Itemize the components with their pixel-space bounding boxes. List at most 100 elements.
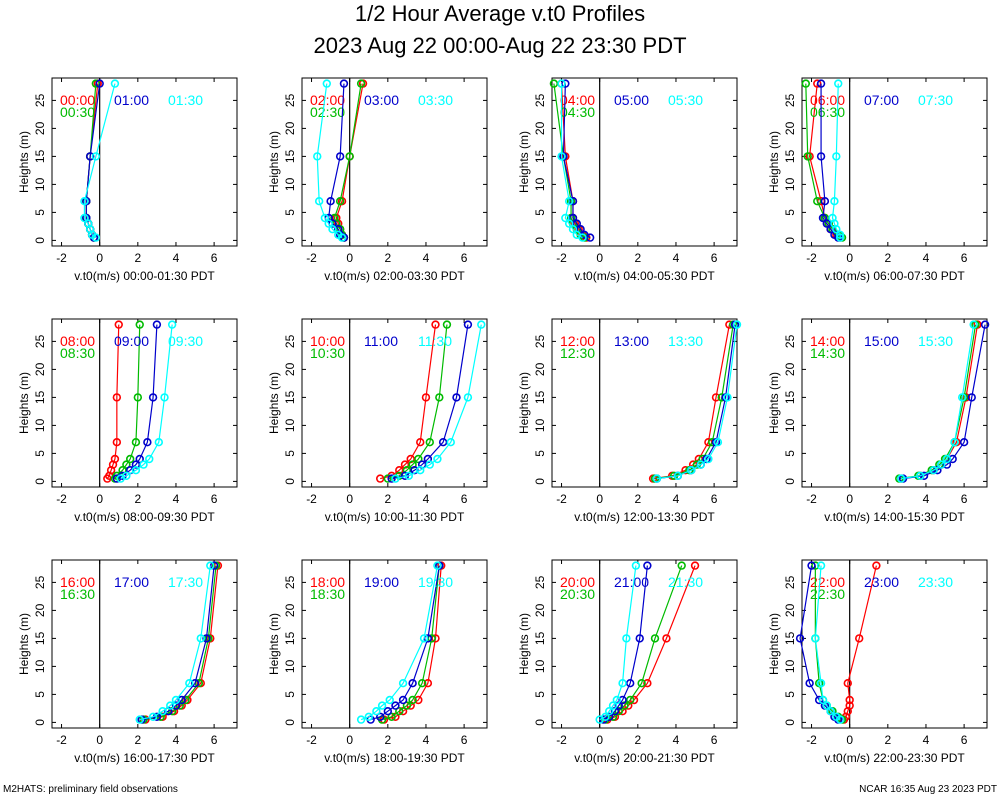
- series-0130: [80, 79, 120, 242]
- y-tick-label: 10: [783, 418, 797, 432]
- x-tick-label: 4: [923, 251, 930, 265]
- y-tick-label: 5: [283, 209, 297, 216]
- data-point: [395, 466, 404, 475]
- series-line: [360, 565, 439, 721]
- data-point: [805, 678, 814, 688]
- data-point: [687, 466, 696, 475]
- legend-label: 11:00: [364, 333, 398, 349]
- x-tick-label: 6: [961, 492, 968, 506]
- plot-frame: [801, 318, 988, 488]
- data-point: [391, 474, 400, 483]
- legend-label: 16:00: [60, 574, 95, 590]
- data-point: [356, 79, 366, 88]
- x-tick-label: 6: [211, 492, 218, 506]
- series-line: [370, 565, 440, 721]
- data-point: [822, 701, 831, 710]
- y-tick-label: 10: [283, 659, 297, 673]
- y-tick-label: 10: [283, 177, 297, 191]
- series-line: [656, 324, 738, 480]
- y-tick-label: 0: [533, 237, 547, 244]
- y-tick-label: 0: [783, 719, 797, 726]
- data-point: [145, 454, 154, 464]
- legend-label: 13:00: [614, 333, 649, 349]
- data-point: [334, 225, 343, 234]
- legend-label: 10:30: [310, 345, 345, 361]
- data-point: [339, 79, 349, 88]
- legend-label: 14:30: [810, 345, 845, 361]
- x-tick-label: 6: [211, 251, 218, 265]
- y-tick-label: 10: [283, 418, 297, 432]
- data-point: [822, 219, 831, 228]
- data-point: [398, 678, 408, 688]
- data-point: [114, 320, 123, 329]
- data-point: [435, 393, 444, 402]
- legend-label: 15:00: [864, 333, 899, 349]
- y-tick-label: 0: [283, 719, 297, 726]
- data-point: [80, 197, 89, 206]
- data-point: [416, 466, 425, 475]
- data-point: [690, 561, 700, 570]
- data-point: [826, 225, 835, 234]
- data-point: [855, 634, 864, 643]
- data-point: [408, 695, 417, 705]
- data-point: [845, 701, 854, 710]
- data-point: [608, 701, 618, 710]
- y-tick-label: 25: [283, 334, 297, 348]
- data-point: [601, 712, 610, 721]
- plot-frame: [51, 559, 238, 729]
- data-point: [148, 712, 158, 721]
- data-point: [408, 678, 417, 688]
- data-point: [711, 393, 721, 402]
- y-axis-label: Heights (m): [17, 372, 31, 434]
- x-tick-label: 0: [96, 492, 103, 506]
- data-point: [732, 320, 742, 329]
- y-tick-label: 5: [33, 691, 47, 698]
- data-point: [335, 197, 345, 206]
- series-0730: [828, 79, 845, 242]
- data-point: [618, 695, 627, 705]
- legend-label: 04:30: [560, 104, 595, 120]
- data-point: [414, 454, 423, 464]
- plot-frame: [51, 77, 238, 247]
- data-point: [818, 695, 828, 705]
- series-1530: [896, 320, 978, 483]
- data-point: [637, 678, 646, 688]
- x-tick-label: 4: [673, 733, 680, 747]
- y-axis-label: Heights (m): [267, 613, 281, 675]
- x-tick-label: 2: [884, 251, 891, 265]
- data-point: [816, 561, 826, 570]
- y-tick-label: 10: [533, 418, 547, 432]
- data-point: [662, 634, 671, 643]
- panel-5: -2 0 2 4 6 0 5 10 15 20 25 v.t0(m/s) 08:00-09:30 PD…: [17, 318, 238, 524]
- data-point: [416, 438, 425, 447]
- y-tick-label: 0: [33, 478, 47, 485]
- series-0330: [313, 79, 347, 242]
- legend-label: 03:30: [418, 92, 453, 108]
- y-tick-label: 20: [283, 603, 297, 617]
- x-tick-label: -2: [806, 733, 817, 747]
- x-tick-label: 4: [423, 251, 430, 265]
- y-tick-label: 0: [783, 237, 797, 244]
- y-tick-label: 0: [283, 237, 297, 244]
- data-point: [803, 152, 812, 161]
- data-point: [549, 79, 559, 88]
- data-point: [826, 706, 835, 716]
- x-axis-label: v.t0(m/s) 12:00-13:30 PDT: [574, 510, 715, 524]
- data-point: [375, 712, 385, 721]
- y-tick-label: 20: [33, 362, 47, 376]
- legend-label: 21:00: [614, 574, 649, 590]
- data-point: [196, 634, 205, 643]
- data-point: [395, 706, 404, 716]
- data-point: [152, 320, 162, 329]
- data-point: [345, 152, 354, 161]
- x-tick-label: -2: [556, 733, 567, 747]
- x-tick-label: 6: [711, 492, 718, 506]
- data-point: [377, 701, 387, 710]
- panel-12: -2 0 2 4 6 0 5 10 15 20 25 v.t0(m/s) 22:00-23:30 PD…: [767, 559, 988, 765]
- plot-frame: [301, 77, 488, 247]
- x-tick-label: 4: [423, 733, 430, 747]
- data-point: [704, 454, 713, 464]
- legend-label: 06:00: [810, 92, 845, 108]
- data-point: [209, 561, 219, 570]
- legend-label: 01:30: [168, 92, 203, 108]
